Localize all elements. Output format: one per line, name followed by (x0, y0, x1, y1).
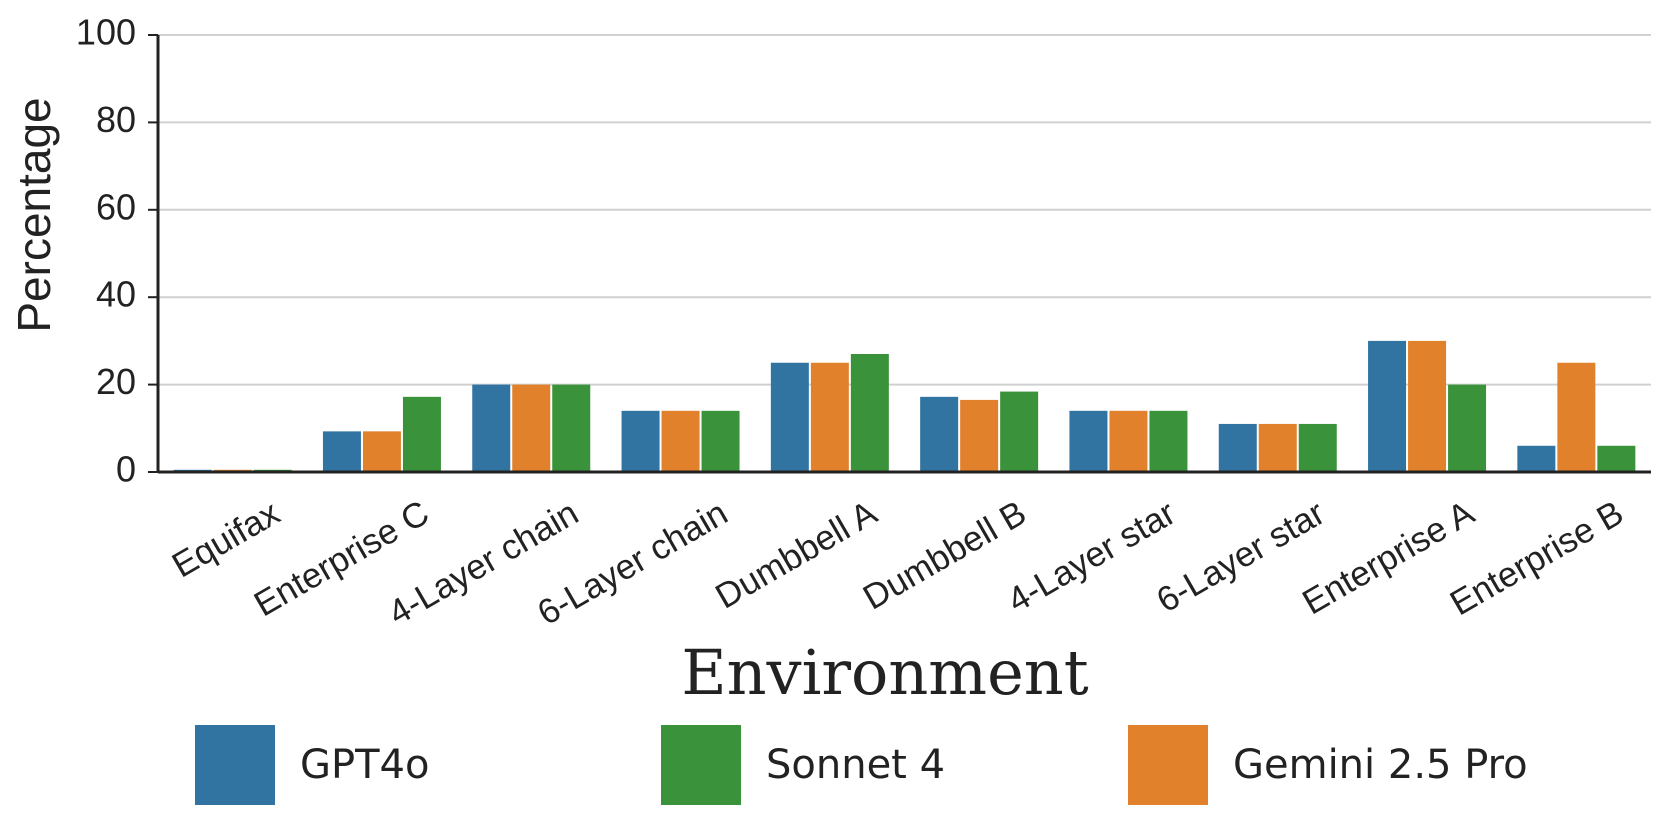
bar (1597, 445, 1636, 472)
bar (810, 362, 849, 472)
bar (1109, 410, 1148, 472)
bar (512, 384, 551, 472)
x-tick-label: 4-Layer star (1001, 493, 1183, 620)
bar (1258, 423, 1297, 472)
legend-label: Sonnet 4 (766, 742, 945, 788)
bar (322, 431, 361, 472)
bar (920, 396, 959, 472)
y-tick-label: 100 (76, 12, 136, 53)
legend-swatch (1128, 725, 1208, 805)
y-tick-label: 80 (96, 99, 136, 140)
bar (1000, 391, 1039, 472)
y-tick-label: 20 (96, 361, 136, 402)
bar (960, 399, 999, 472)
bar (552, 384, 591, 472)
legend-label: Gemini 2.5 Pro (1233, 742, 1528, 788)
y-tick-label: 0 (116, 449, 136, 490)
x-axis-label: Environment (681, 636, 1088, 709)
bar (1557, 362, 1596, 472)
bar (1218, 423, 1257, 472)
y-axis-label: Percentage (8, 97, 60, 332)
legend-label: GPT4o (300, 742, 429, 788)
bar (362, 431, 401, 472)
bar (621, 410, 660, 472)
bar (472, 384, 511, 472)
bar (1149, 410, 1188, 472)
y-tick-label: 40 (96, 274, 136, 315)
x-tick-label: Dumbbell B (857, 493, 1033, 617)
bar (402, 396, 441, 472)
bar (1069, 410, 1108, 472)
legend-swatch (195, 725, 275, 805)
bar (1368, 340, 1407, 472)
legend-swatch (661, 725, 741, 805)
x-tick-label: Equifax (166, 493, 287, 585)
bar (1448, 384, 1487, 472)
bar (770, 362, 809, 472)
bar (1408, 340, 1447, 472)
bar (1298, 423, 1337, 472)
bar (1517, 445, 1556, 472)
bar (701, 410, 740, 472)
y-tick-label: 60 (96, 186, 136, 227)
x-tick-label: Dumbbell A (709, 493, 884, 617)
bar (661, 410, 700, 472)
bar (850, 354, 889, 472)
